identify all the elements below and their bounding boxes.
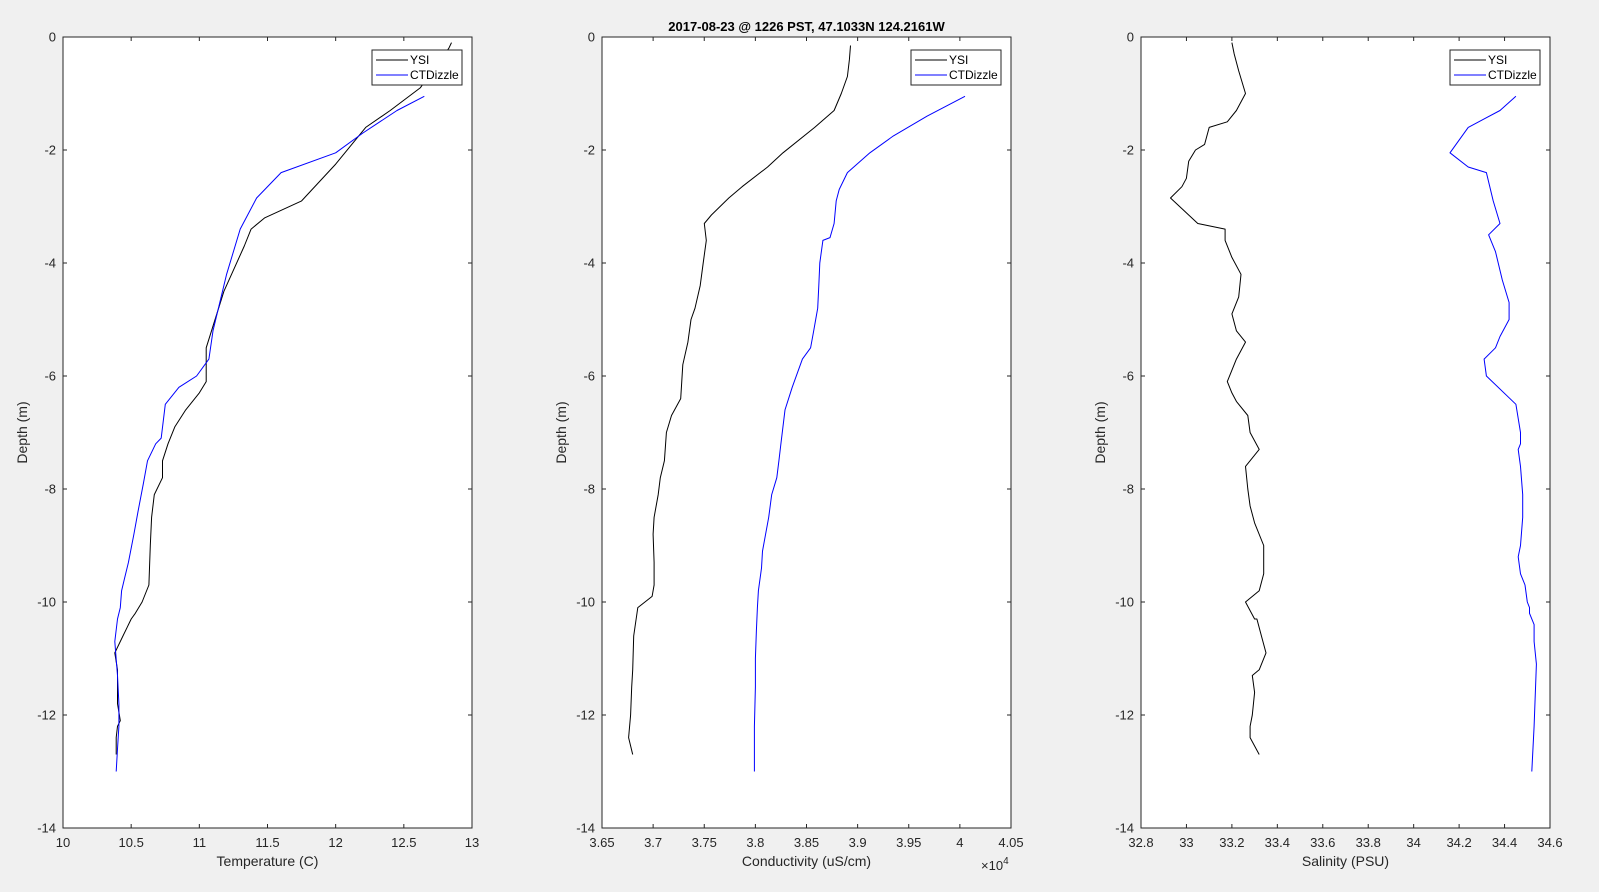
y-tick-label: -6 xyxy=(1122,369,1134,384)
x-tick-label: 10 xyxy=(56,835,70,850)
y-tick-label: -2 xyxy=(583,143,595,158)
x-axis-multiplier-exponent: 4 xyxy=(1003,856,1009,867)
series-line-ctdizzle xyxy=(1449,95,1537,772)
x-axis-label: Temperature (C) xyxy=(217,853,319,869)
x-tick-label: 3.7 xyxy=(644,835,662,850)
x-tick-label: 3.65 xyxy=(589,835,614,850)
x-tick-label: 33.6 xyxy=(1310,835,1335,850)
legend-box xyxy=(910,49,1002,86)
legend-label-ysi: YSI xyxy=(410,53,429,67)
x-tick-label: 3.75 xyxy=(692,835,717,850)
x-tick-label: 12.5 xyxy=(391,835,416,850)
x-tick-label: 4.05 xyxy=(998,835,1023,850)
y-axis-label: Depth (m) xyxy=(553,401,569,463)
y-tick-label: -14 xyxy=(576,821,595,836)
axes-box xyxy=(1140,36,1551,829)
y-tick-label: -4 xyxy=(44,256,56,271)
x-tick-label: 33 xyxy=(1179,835,1193,850)
y-tick-label: -10 xyxy=(37,595,56,610)
legend-label-ctdizzle: CTDizzle xyxy=(410,68,459,82)
x-tick-label: 3.85 xyxy=(794,835,819,850)
y-tick-label: -10 xyxy=(1115,595,1134,610)
x-tick-label: 32.8 xyxy=(1128,835,1153,850)
figure-title: 2017-08-23 @ 1226 PST, 47.1033N 124.2161… xyxy=(668,19,945,34)
legend-label-ysi: YSI xyxy=(949,53,968,67)
series-line-ysi xyxy=(628,45,851,755)
y-tick-label: -8 xyxy=(1122,482,1134,497)
y-tick-label: -6 xyxy=(583,369,595,384)
y-tick-label: -2 xyxy=(44,143,56,158)
plot-area xyxy=(63,37,472,828)
x-axis-multiplier: ×104 xyxy=(981,856,1009,873)
plot-area xyxy=(1141,37,1550,828)
x-axis-multiplier-base: ×10 xyxy=(981,858,1003,873)
x-tick-label: 12 xyxy=(328,835,342,850)
y-tick-label: -6 xyxy=(44,369,56,384)
plot-area xyxy=(602,37,1011,828)
y-tick-label: 0 xyxy=(49,30,56,45)
x-tick-label: 34.6 xyxy=(1537,835,1562,850)
series-line-ysi xyxy=(1170,42,1267,755)
x-tick-label: 3.95 xyxy=(896,835,921,850)
subplot-3: 32.8 33 33.2 33.4 33.6 33.8 34 34.2 34.4 34.6 0 -2 -… xyxy=(1092,30,1563,870)
y-tick-label: 0 xyxy=(1127,30,1134,45)
series-line-ctdizzle xyxy=(753,95,966,772)
x-tick-label: 11.5 xyxy=(255,835,279,850)
x-tick-label: 34 xyxy=(1406,835,1420,850)
y-tick-label: -4 xyxy=(583,256,595,271)
x-axis-label: Salinity (PSU) xyxy=(1302,853,1389,869)
y-tick-label: -10 xyxy=(576,595,595,610)
x-tick-label: 33.4 xyxy=(1265,835,1290,850)
x-tick-label: 3.9 xyxy=(849,835,867,850)
y-tick-label: -8 xyxy=(583,482,595,497)
y-tick-label: -14 xyxy=(37,821,56,836)
axes-box xyxy=(601,36,1012,829)
x-tick-label: 3.8 xyxy=(746,835,764,850)
x-tick-label: 34.2 xyxy=(1446,835,1471,850)
legend-label-ctdizzle: CTDizzle xyxy=(1488,68,1537,82)
axes-box xyxy=(62,36,473,829)
x-tick-label: 33.2 xyxy=(1219,835,1244,850)
y-tick-label: -12 xyxy=(37,708,56,723)
x-axis-label: Conductivity (uS/cm) xyxy=(742,853,871,869)
y-tick-label: 0 xyxy=(588,30,595,45)
x-tick-label: 34.4 xyxy=(1492,835,1517,850)
y-axis-label: Depth (m) xyxy=(14,401,30,463)
y-tick-label: -12 xyxy=(576,708,595,723)
x-tick-label: 13 xyxy=(465,835,479,850)
x-tick-label: 10.5 xyxy=(119,835,144,850)
y-tick-label: -14 xyxy=(1115,821,1134,836)
x-tick-label: 4 xyxy=(956,835,963,850)
y-axis-label: Depth (m) xyxy=(1092,401,1108,463)
y-tick-label: -2 xyxy=(1122,143,1134,158)
legend-label-ctdizzle: CTDizzle xyxy=(949,68,998,82)
legend-label-ysi: YSI xyxy=(1488,53,1507,67)
subplot-2: 3.65 3.7 3.75 3.8 3.85 3.9 3.95 4 4.05 0 -2 -4 -6 -8 -… xyxy=(553,30,1024,874)
x-tick-label: 11 xyxy=(193,835,207,850)
legend-box xyxy=(1449,49,1541,86)
y-tick-label: -12 xyxy=(1115,708,1134,723)
subplot-1: 10 10.5 11 11.5 12 12.5 13 0 -2 -4 -6 -8 -10 -12 -14 Te… xyxy=(14,30,479,870)
y-tick-label: -8 xyxy=(44,482,56,497)
x-tick-label: 33.8 xyxy=(1356,835,1381,850)
y-tick-label: -4 xyxy=(1122,256,1134,271)
legend-box xyxy=(371,49,463,86)
series-line-ctdizzle xyxy=(114,95,425,772)
